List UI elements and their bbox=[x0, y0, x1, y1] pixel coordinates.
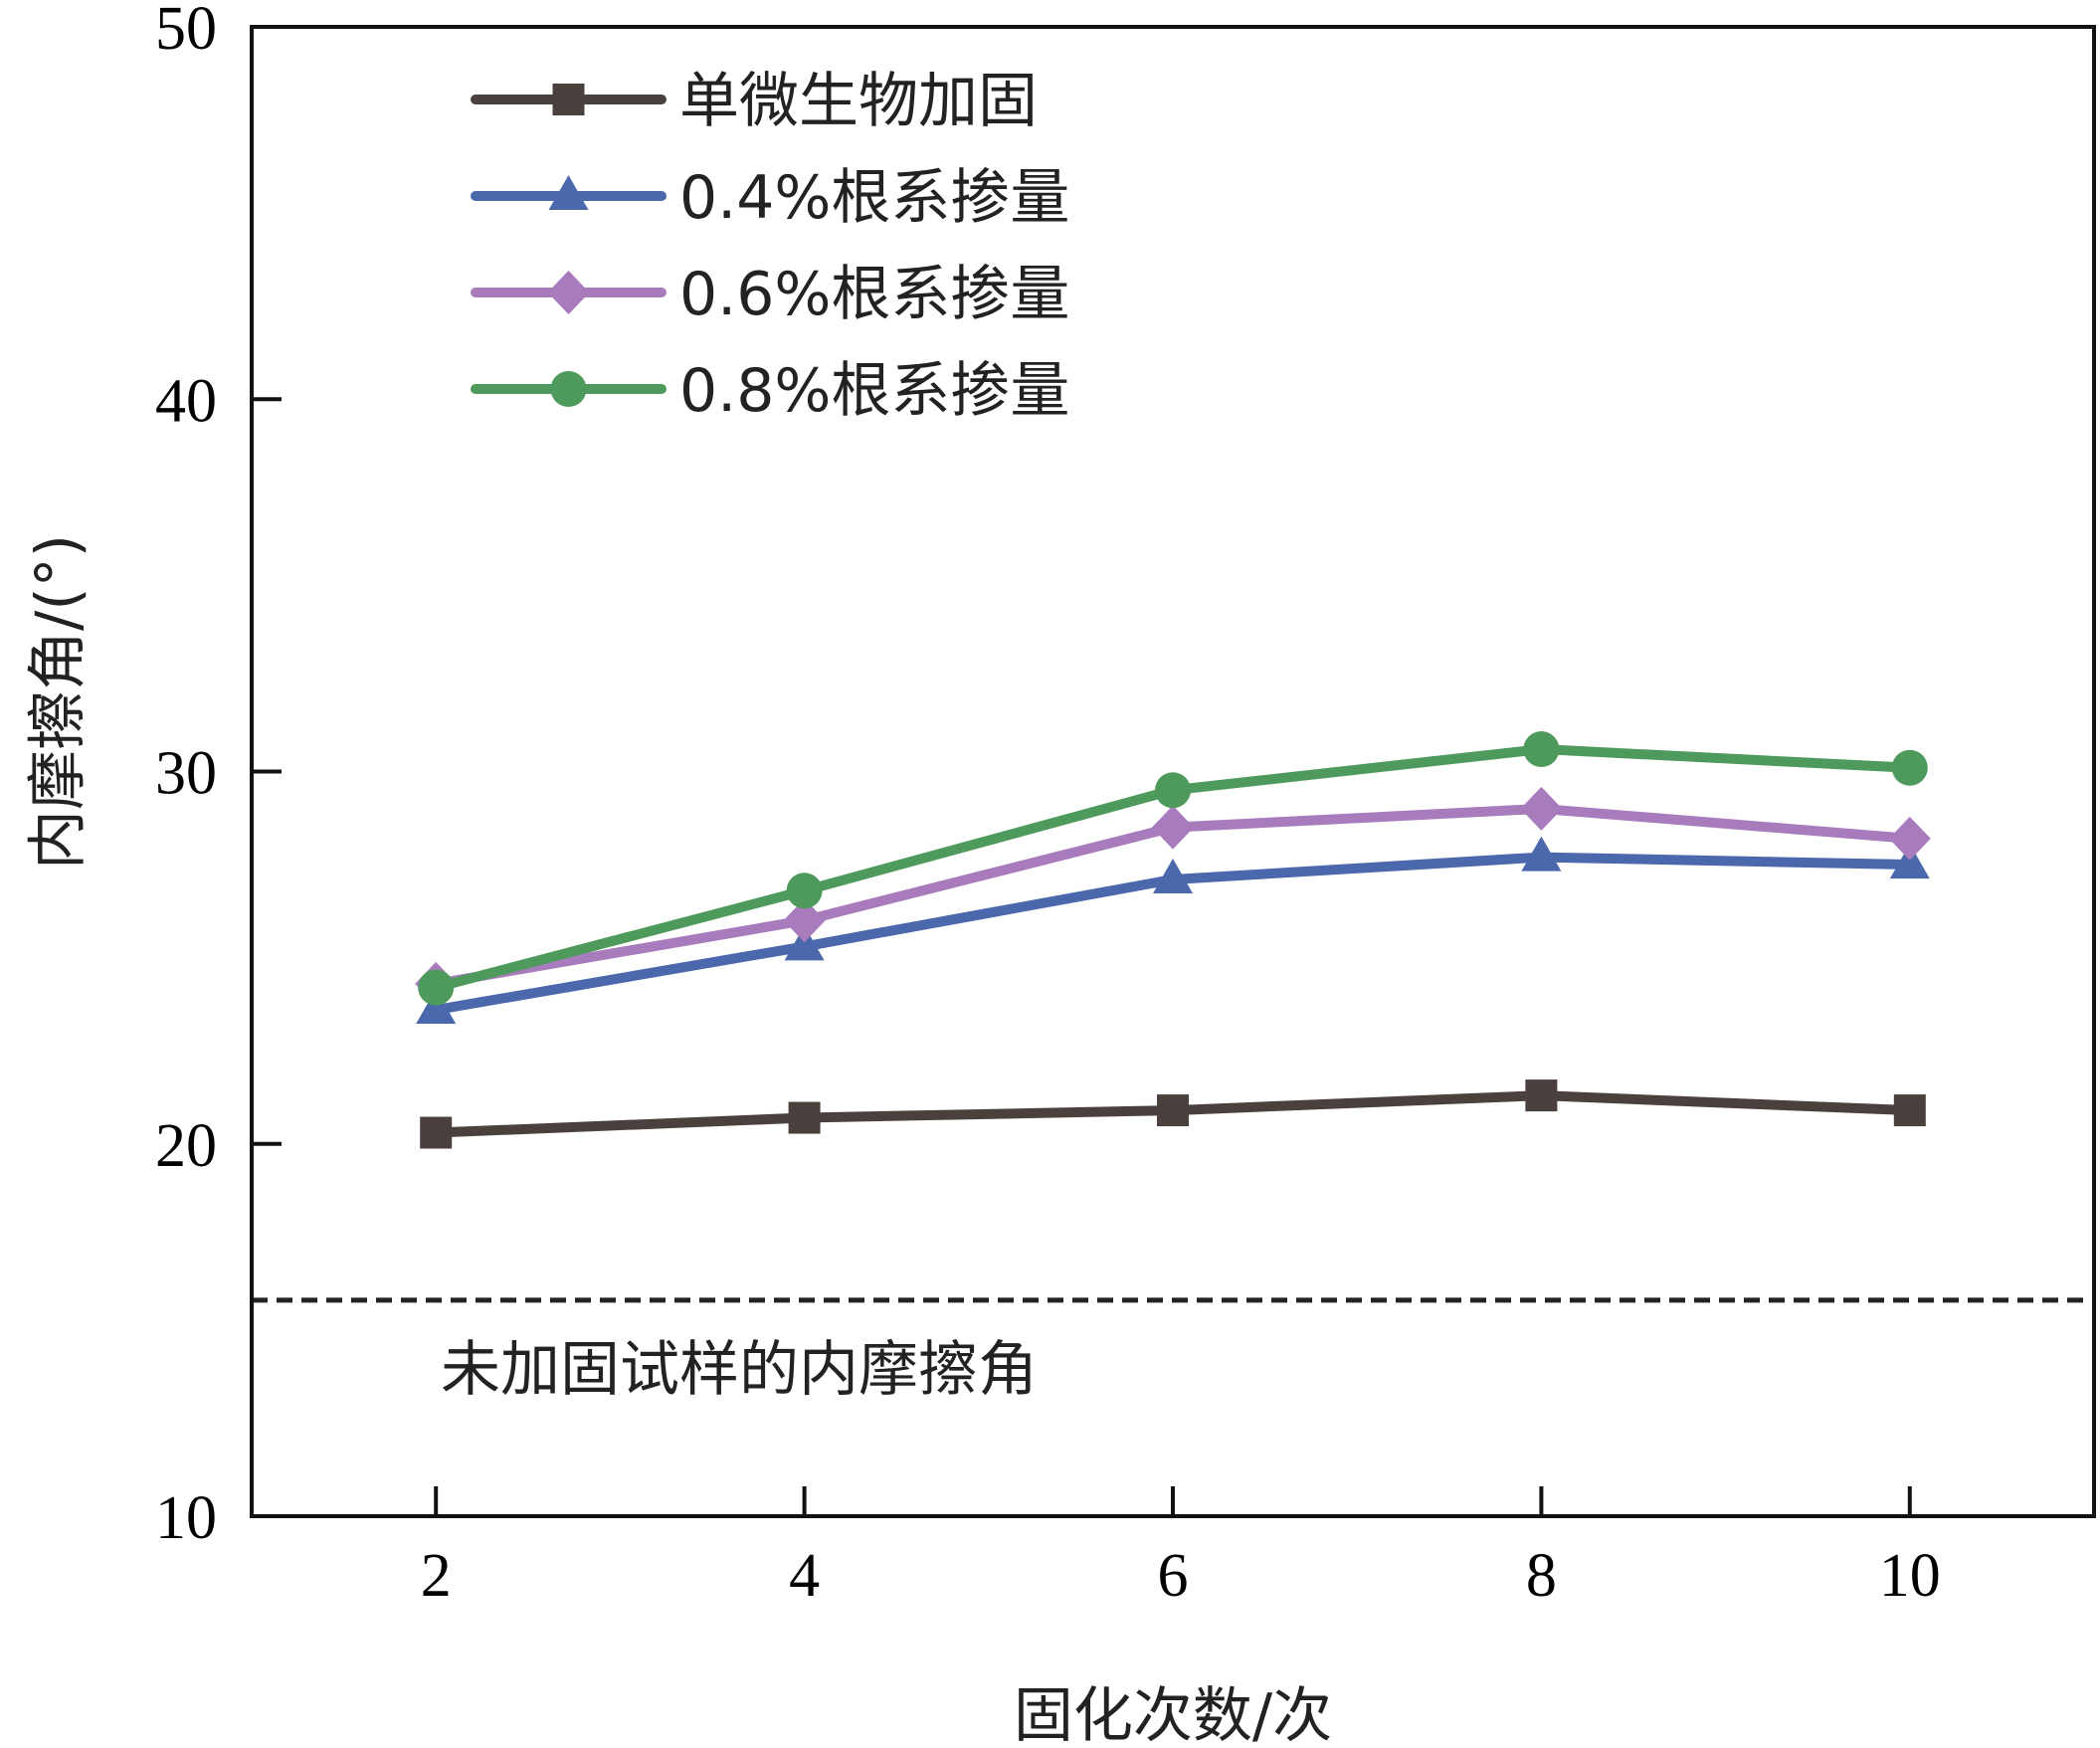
data-point bbox=[1889, 844, 1930, 879]
data-point bbox=[1157, 1094, 1189, 1127]
legend-swatch-marker bbox=[547, 271, 590, 314]
series-4 bbox=[418, 731, 1928, 1006]
data-point bbox=[416, 989, 457, 1025]
ticks-layer: 2 4 6 8 10 10 20 30 40 50 bbox=[155, 0, 1941, 1610]
data-point bbox=[1893, 1094, 1926, 1127]
y-tick-label: 30 bbox=[155, 740, 217, 808]
data-point bbox=[784, 925, 825, 961]
x-tick-label: 2 bbox=[421, 1542, 452, 1610]
legend-item-2: 0.4%根系掺量 bbox=[471, 163, 1069, 233]
legend-item-4: 0.8%根系掺量 bbox=[471, 356, 1069, 426]
data-point bbox=[786, 873, 823, 909]
data-point bbox=[788, 1101, 821, 1134]
data-point bbox=[418, 969, 455, 1006]
y-tick-label: 50 bbox=[155, 0, 217, 63]
data-point bbox=[1523, 731, 1560, 768]
data-point bbox=[783, 898, 826, 943]
data-point bbox=[1520, 786, 1563, 831]
series-2 bbox=[416, 836, 1930, 1025]
legend-item-3: 0.6%根系掺量 bbox=[471, 260, 1069, 329]
data-point bbox=[1891, 749, 1928, 786]
data-point bbox=[1152, 805, 1194, 850]
legend-label: 单微生物加固 bbox=[679, 67, 1038, 136]
legend-swatch-marker bbox=[548, 175, 589, 210]
series-1 bbox=[420, 1079, 1926, 1149]
legend-swatch-marker bbox=[550, 371, 587, 407]
legend-swatch-marker bbox=[552, 84, 585, 115]
plot-frame bbox=[250, 25, 2096, 1518]
y-tick-label: 10 bbox=[155, 1484, 217, 1552]
data-point bbox=[420, 1116, 453, 1149]
series-layer bbox=[415, 731, 1931, 1149]
y-tick-label: 40 bbox=[155, 367, 217, 435]
y-axis-title: 内摩擦角/(°) bbox=[24, 534, 94, 870]
legend-label: 0.6%根系掺量 bbox=[679, 260, 1069, 329]
x-tick-label: 10 bbox=[1879, 1542, 1941, 1610]
legend-label: 0.8%根系掺量 bbox=[679, 356, 1069, 426]
legend-item-1: 单微生物加固 bbox=[471, 67, 1038, 136]
data-point bbox=[1155, 772, 1191, 809]
x-axis-title: 固化次数/次 bbox=[1014, 1681, 1332, 1748]
data-point bbox=[1153, 859, 1193, 894]
x-tick-label: 4 bbox=[789, 1542, 820, 1610]
data-point bbox=[1521, 836, 1562, 872]
reference-line-annotation: 未加固试样的内摩擦角 bbox=[441, 1335, 1038, 1405]
legend: 单微生物加固 0.4%根系掺量 0.6%根系掺量 0.8%根系掺量 bbox=[471, 67, 1069, 426]
data-point bbox=[1525, 1079, 1558, 1112]
legend-label: 0.4%根系掺量 bbox=[679, 163, 1069, 233]
data-point bbox=[1888, 816, 1931, 861]
y-tick-label: 20 bbox=[155, 1112, 217, 1180]
x-tick-label: 8 bbox=[1526, 1542, 1557, 1610]
x-tick-label: 6 bbox=[1158, 1542, 1189, 1610]
